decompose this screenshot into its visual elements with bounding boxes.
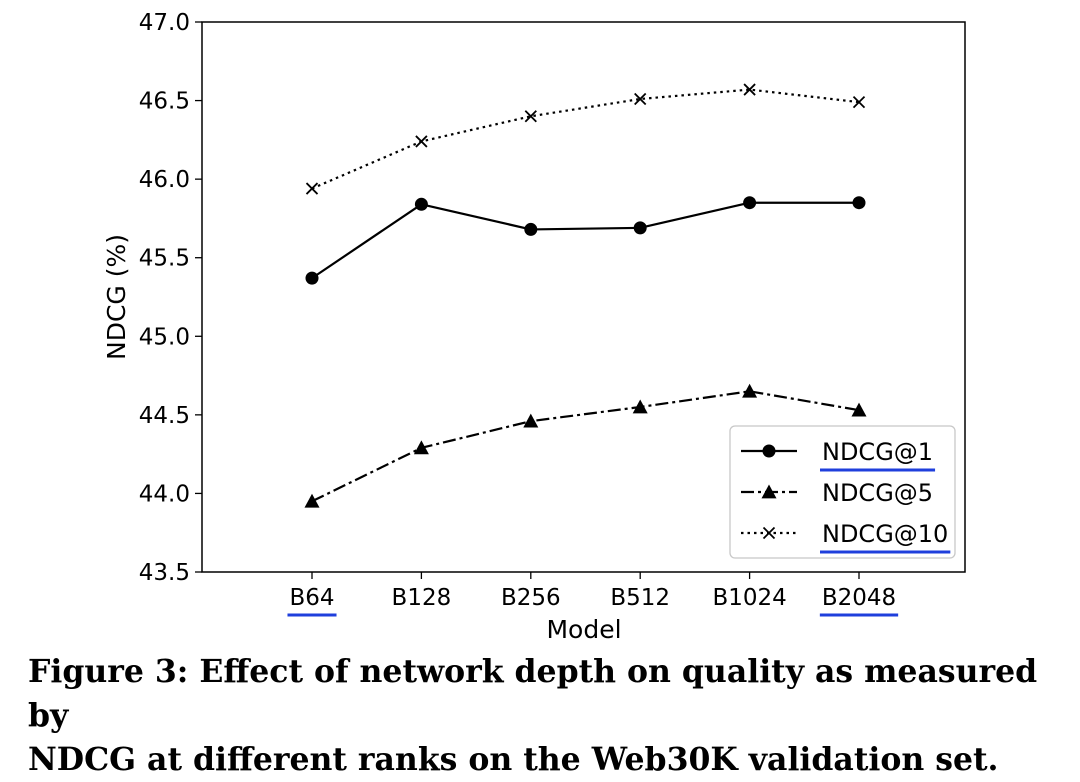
x-axis-label: Model xyxy=(546,615,621,644)
legend-marker-stroke-b xyxy=(762,526,776,540)
series-ndcg-1 xyxy=(305,196,866,285)
legend: NDCG@1 NDCG@5 NDCG@10 xyxy=(729,425,956,559)
data-point xyxy=(414,197,428,211)
y-tick-label: 44.0 xyxy=(139,481,190,507)
x-tick-label: B2048 xyxy=(822,585,896,611)
x-tick-label: B512 xyxy=(610,585,670,611)
data-point xyxy=(743,196,757,210)
y-tick-label: 46.0 xyxy=(139,167,190,193)
y-tick-label: 46.5 xyxy=(139,89,190,115)
plot-frame xyxy=(201,21,966,573)
y-tick-label: 44.5 xyxy=(139,403,190,429)
y-tick-label: 47.0 xyxy=(139,10,190,36)
x-axis: B64 B128 B256 B512 B1024 B2048 xyxy=(287,572,899,617)
series-line xyxy=(311,88,860,190)
data-point xyxy=(743,83,756,96)
series-line xyxy=(311,390,860,503)
y-axis: 43.5 44.0 44.5 45.0 45.5 46.0 46.5 47.0 xyxy=(139,10,202,586)
legend-box xyxy=(729,425,956,559)
series-ndcg-10 xyxy=(305,83,866,195)
data-point-stroke-b xyxy=(415,135,428,148)
data-point xyxy=(851,402,867,417)
legend-label: NDCG@10 xyxy=(822,520,948,548)
y-tick-label: 45.5 xyxy=(139,246,190,272)
data-point xyxy=(852,196,866,210)
data-point xyxy=(304,493,320,508)
data-point xyxy=(524,222,538,236)
data-point-stroke-b xyxy=(305,182,319,195)
line-chart: 43.5 44.0 44.5 45.0 45.5 46.0 46.5 47.0 B64 B128… xyxy=(102,10,966,644)
data-point xyxy=(523,413,539,428)
legend-label: NDCG@5 xyxy=(822,479,933,507)
series-line xyxy=(311,201,859,280)
data-point xyxy=(415,135,428,148)
figure-caption: Figure 3: Effect of network depth on qua… xyxy=(28,650,1068,782)
legend-marker xyxy=(762,444,776,458)
y-axis-label: NDCG (%) xyxy=(102,234,131,360)
x-tick-label: B64 xyxy=(289,585,334,611)
data-point-stroke-b xyxy=(634,92,647,106)
data-point xyxy=(633,221,647,235)
data-point-stroke-b xyxy=(524,110,537,123)
y-tick-label: 45.0 xyxy=(139,324,190,350)
data-point-stroke-b xyxy=(743,83,756,96)
data-point xyxy=(524,110,537,123)
legend-label: NDCG@1 xyxy=(822,438,933,466)
data-point xyxy=(852,96,866,109)
data-point xyxy=(305,271,319,285)
data-point xyxy=(742,383,758,398)
data-point xyxy=(305,182,319,195)
x-tick-label: B256 xyxy=(501,585,561,611)
data-point xyxy=(413,440,429,455)
legend-marker xyxy=(761,484,777,499)
y-tick-label: 43.5 xyxy=(139,560,190,586)
data-point xyxy=(634,92,647,106)
x-tick-label: B128 xyxy=(392,585,452,611)
x-tick-label: B1024 xyxy=(712,585,786,611)
plot-marks xyxy=(304,83,867,508)
caption-line-2: NDCG at different ranks on the Web30K va… xyxy=(28,741,999,778)
legend-marker xyxy=(762,526,776,540)
data-point xyxy=(632,399,648,414)
data-point-stroke-b xyxy=(852,96,866,109)
series-ndcg-5 xyxy=(304,383,867,508)
caption-line-1: Figure 3: Effect of network depth on qua… xyxy=(28,653,1038,734)
